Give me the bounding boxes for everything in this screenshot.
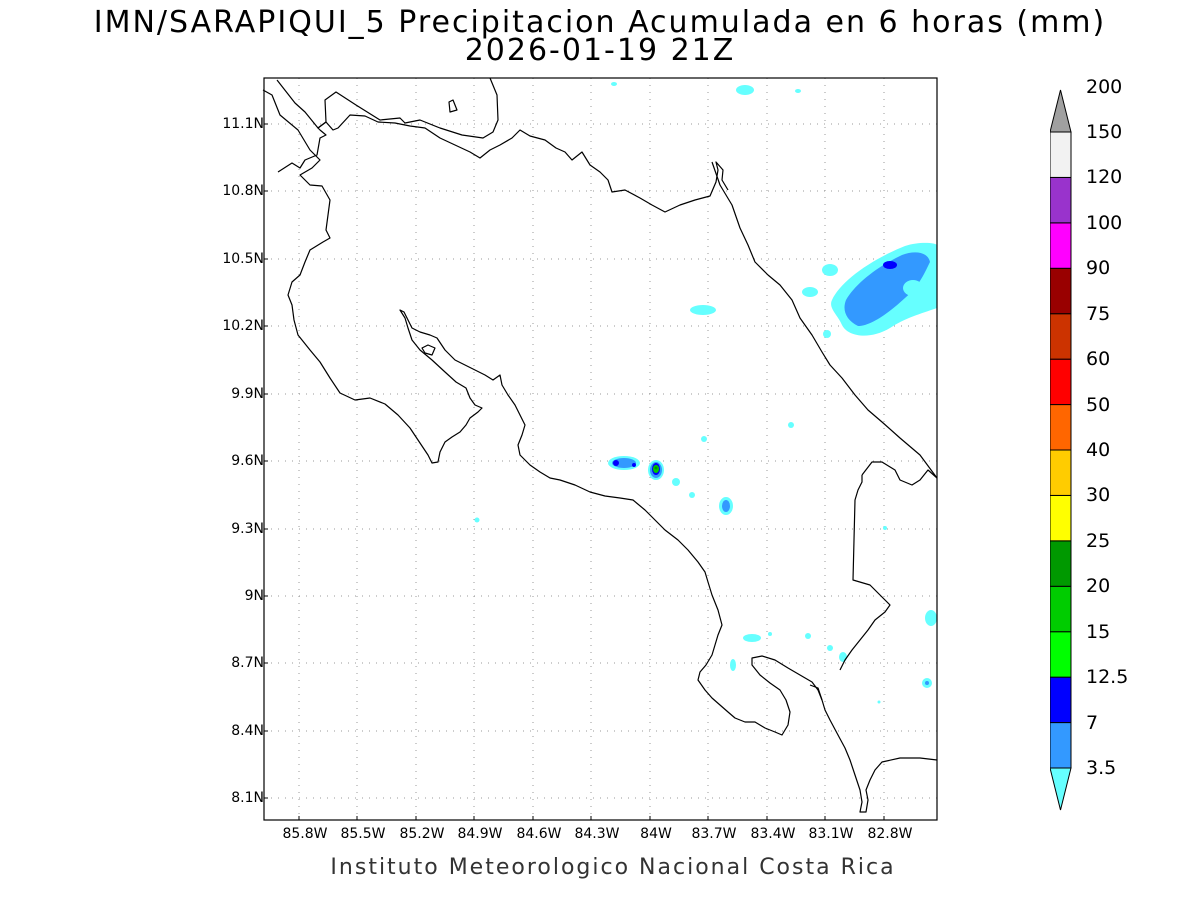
lon-label: 84.9W	[457, 826, 503, 842]
colorbar-swatch	[1050, 676, 1072, 724]
lat-label: 8.4N	[231, 723, 264, 739]
lon-label: 82.8W	[867, 826, 913, 842]
lat-label: 9.6N	[231, 453, 264, 469]
lat-label: 8.1N	[231, 790, 264, 806]
colorbar-label: 3.5	[1086, 757, 1117, 779]
colorbar-swatch	[1050, 449, 1072, 496]
precipitation-fields	[474, 82, 937, 704]
colorbar-label: 50	[1086, 393, 1111, 416]
colorbar-swatch	[1050, 131, 1072, 178]
colorbar-label: 7	[1086, 711, 1099, 734]
map-datetime: 2026-01-19 21Z	[464, 33, 736, 68]
credit-text: Instituto Meteorologico Nacional Costa R…	[330, 855, 896, 880]
lat-label: 11.1N	[222, 116, 264, 132]
colorbar-swatch	[1050, 494, 1072, 542]
colorbar-label: 60	[1086, 348, 1111, 371]
colorbar-label: 200	[1086, 75, 1123, 98]
precip-core-offshore	[883, 261, 897, 269]
lat-label: 9N	[244, 588, 264, 604]
lon-label: 85.2W	[399, 826, 445, 842]
colorbar-swatch	[1050, 222, 1072, 269]
colorbar-label: 150	[1086, 121, 1123, 143]
map-title: IMN/SARAPIQUI_5 Precipitacion Acumulada …	[93, 5, 1107, 40]
lat-label: 10.2N	[222, 318, 264, 334]
colorbar-label: 15	[1086, 620, 1111, 643]
lon-label: 84.6W	[516, 826, 562, 842]
precip-colorbar	[1050, 89, 1072, 811]
colorbar-label: 120	[1086, 166, 1123, 189]
colorbar-swatch	[1050, 722, 1072, 769]
colorbar-label: 75	[1086, 302, 1111, 325]
lon-label: 84.3W	[574, 826, 620, 842]
axis-ticks	[264, 123, 885, 820]
coastline-borders	[262, 77, 938, 813]
lon-label: 83.7W	[691, 826, 737, 842]
colorbar-swatch	[1050, 176, 1072, 224]
colorbar-label: 30	[1086, 484, 1111, 507]
lon-label: 83.4W	[750, 826, 796, 842]
colorbar-label: 12.5	[1086, 666, 1129, 689]
lat-label: 9.3N	[231, 521, 264, 537]
precip-area-offshore-7mm	[844, 252, 930, 326]
lat-label: 10.5N	[222, 251, 264, 267]
lon-label: 85.8W	[282, 826, 328, 842]
colorbar-swatch	[1050, 89, 1072, 133]
map-frame	[263, 77, 938, 821]
lat-label: 9.9N	[231, 386, 264, 402]
lat-label: 10.8N	[222, 183, 264, 199]
lon-label: 84W	[640, 826, 672, 842]
colorbar-swatch	[1050, 631, 1072, 678]
lon-label: 85.5W	[340, 826, 386, 842]
colorbar-swatch	[1050, 585, 1072, 633]
colorbar-swatch	[1050, 358, 1072, 406]
colorbar-label: 25	[1086, 529, 1111, 552]
colorbar-swatch	[1050, 404, 1072, 451]
colorbar-label: 90	[1086, 257, 1111, 280]
lon-label: 83.1W	[808, 826, 854, 842]
colorbar-label: 100	[1086, 211, 1123, 234]
colorbar-label: 20	[1086, 575, 1111, 598]
lat-label: 8.7N	[231, 655, 264, 671]
colorbar-swatch	[1050, 540, 1072, 587]
colorbar-label: 40	[1086, 439, 1111, 461]
colorbar-swatch	[1050, 313, 1072, 360]
colorbar-swatch	[1050, 767, 1072, 811]
colorbar-swatch	[1050, 267, 1072, 315]
graticule-grid	[264, 78, 937, 820]
